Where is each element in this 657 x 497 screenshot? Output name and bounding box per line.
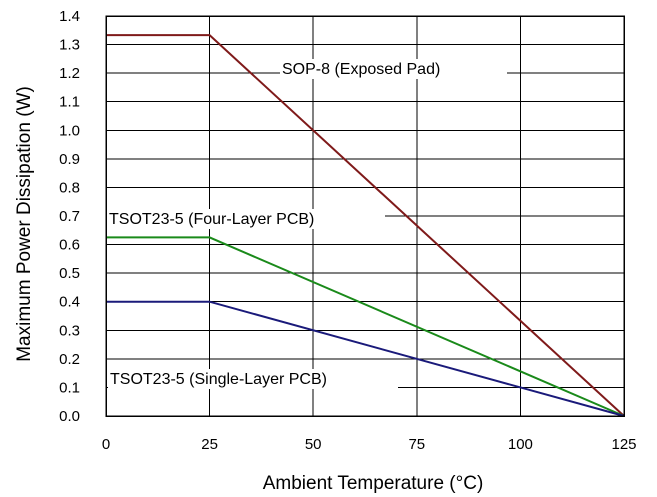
series-lines: [106, 34, 625, 417]
series-line-0: [106, 34, 625, 417]
series-label-bg: [108, 369, 398, 389]
y-tick-label: 1.0: [59, 122, 80, 139]
series-label-0: SOP-8 (Exposed Pad): [282, 61, 440, 78]
y-tick-label: 0.5: [59, 265, 80, 282]
y-tick-label: 1.4: [59, 8, 80, 25]
y-tick-label: 0.8: [59, 179, 80, 196]
y-tick-label: 0.9: [59, 151, 80, 168]
x-tick-label: 125: [611, 436, 636, 453]
plot-area: [105, 15, 625, 417]
series-labels: SOP-8 (Exposed Pad) TSOT23-5 (Four-Layer …: [107, 59, 507, 389]
x-tick-label: 50: [305, 436, 322, 453]
y-tick-label: 0.1: [59, 379, 80, 396]
y-tick-labels: 0.0 0.1 0.2 0.3 0.4 0.5 0.6 0.7 0.8 0.9 1.0 1.1 1.2 1…: [59, 8, 80, 425]
series-label-2: TSOT23-5 (Single-Layer PCB): [110, 371, 327, 388]
x-tick-label: 25: [201, 436, 218, 453]
x-tick-label: 75: [408, 436, 425, 453]
y-tick-label: 0.4: [59, 294, 80, 311]
y-tick-label: 1.2: [59, 65, 80, 82]
series-line-2: [106, 300, 625, 417]
y-tick-label: 1.3: [59, 37, 80, 54]
x-tick-label: 0: [102, 436, 110, 453]
y-tick-label: 0.0: [59, 408, 80, 425]
series-label-bg: [280, 59, 507, 79]
y-tick-label: 0.6: [59, 237, 80, 254]
series-label-1: TSOT23-5 (Four-Layer PCB): [109, 211, 314, 228]
y-axis-title: Maximum Power Dissipation (W): [14, 86, 35, 362]
x-axis-title: Ambient Temperature (°C): [263, 473, 484, 494]
x-tick-labels: 0 25 50 75 100 125: [102, 436, 637, 453]
y-tick-label: 0.3: [59, 322, 80, 339]
series-line-1: [106, 236, 625, 417]
y-tick-label: 0.7: [59, 208, 80, 225]
y-tick-label: 0.2: [59, 351, 80, 368]
y-tick-label: 1.1: [59, 94, 80, 111]
series-label-bg: [107, 209, 385, 229]
x-tick-label: 100: [508, 436, 533, 453]
